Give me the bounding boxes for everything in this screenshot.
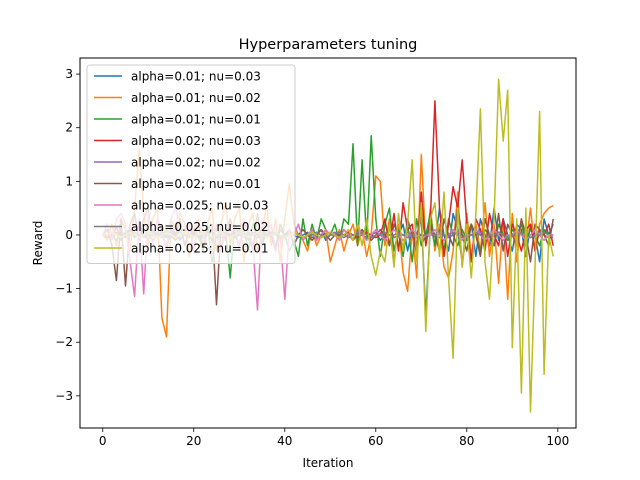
x-tick-label: 60 bbox=[368, 434, 383, 448]
legend-label: alpha=0.02; nu=0.02 bbox=[131, 156, 261, 170]
legend-label: alpha=0.025; nu=0.01 bbox=[131, 242, 269, 256]
y-tick-label: −3 bbox=[55, 389, 73, 403]
chart-title: Hyperparameters tuning bbox=[239, 37, 418, 53]
legend-box bbox=[86, 64, 296, 264]
legend-label: alpha=0.025; nu=0.02 bbox=[131, 220, 269, 234]
x-tick-label: 0 bbox=[99, 434, 107, 448]
x-tick-label: 20 bbox=[186, 434, 201, 448]
y-tick-label: −1 bbox=[55, 282, 73, 296]
legend-label: alpha=0.02; nu=0.03 bbox=[131, 134, 261, 148]
y-tick-label: 2 bbox=[65, 121, 73, 135]
x-tick-label: 80 bbox=[459, 434, 474, 448]
y-tick-label: 0 bbox=[65, 228, 73, 242]
y-tick-label: −2 bbox=[55, 335, 73, 349]
legend-label: alpha=0.01; nu=0.01 bbox=[131, 113, 261, 127]
y-tick-label: 1 bbox=[65, 174, 73, 188]
x-tick-label: 40 bbox=[277, 434, 292, 448]
x-tick-label: 100 bbox=[546, 434, 569, 448]
y-axis-label: Reward bbox=[31, 221, 45, 266]
plot-frame bbox=[79, 57, 577, 429]
legend: alpha=0.01; nu=0.03 alpha=0.01; nu=0.02 al… bbox=[86, 64, 296, 264]
x-axis: 0 20 40 60 80 100 bbox=[99, 428, 569, 448]
y-tick-label: 3 bbox=[65, 67, 73, 81]
legend-label: alpha=0.01; nu=0.03 bbox=[131, 70, 261, 84]
legend-label: alpha=0.01; nu=0.02 bbox=[131, 91, 261, 105]
legend-label: alpha=0.02; nu=0.01 bbox=[131, 177, 261, 191]
y-axis: −3 −2 −1 0 1 2 3 bbox=[55, 67, 80, 403]
legend-label: alpha=0.025; nu=0.03 bbox=[131, 199, 269, 213]
x-axis-label: Iteration bbox=[303, 456, 354, 470]
